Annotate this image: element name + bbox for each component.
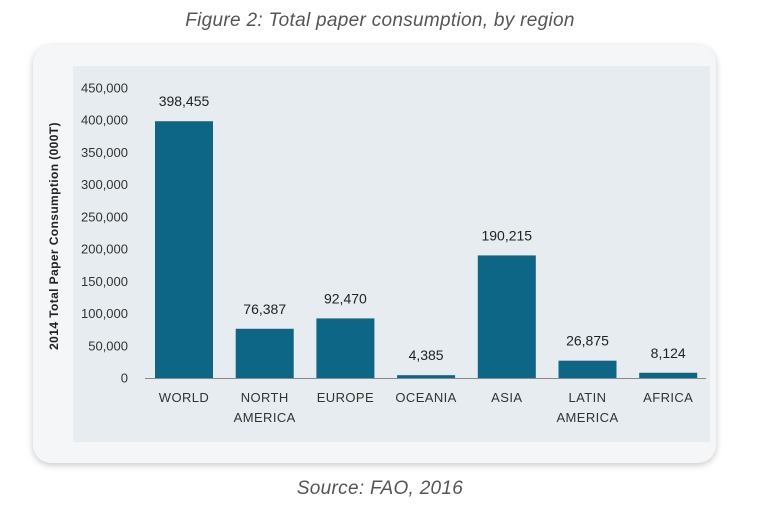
data-label: 26,875 bbox=[566, 333, 609, 349]
data-label: 8,124 bbox=[651, 345, 686, 361]
y-tick-label: 100,000 bbox=[81, 306, 128, 321]
y-tick-label: 0 bbox=[121, 371, 128, 386]
data-label: 4,385 bbox=[409, 347, 444, 363]
source-note: Source: FAO, 2016 bbox=[0, 478, 760, 500]
bar bbox=[155, 121, 213, 378]
x-tick-label: WORLD bbox=[159, 390, 209, 405]
y-tick-label: 200,000 bbox=[81, 242, 128, 257]
y-axis-label: 2014 Total Paper Consumption (000T) bbox=[47, 122, 61, 350]
data-label: 398,455 bbox=[159, 93, 210, 109]
data-label: 76,387 bbox=[243, 301, 286, 317]
y-tick-label: 350,000 bbox=[81, 145, 128, 160]
bar bbox=[639, 373, 697, 378]
x-tick-label: AMERICA bbox=[556, 410, 618, 425]
y-tick-label: 300,000 bbox=[81, 177, 128, 192]
bar bbox=[316, 318, 374, 378]
x-tick-label: AMERICA bbox=[234, 410, 296, 425]
x-tick-label: AFRICA bbox=[643, 390, 693, 405]
y-tick-label: 250,000 bbox=[81, 209, 128, 224]
y-tick-label: 400,000 bbox=[81, 113, 128, 128]
x-tick-label: OCEANIA bbox=[395, 390, 456, 405]
bar bbox=[559, 361, 617, 378]
x-tick-label: ASIA bbox=[491, 390, 522, 405]
y-tick-label: 150,000 bbox=[81, 274, 128, 289]
bar bbox=[478, 255, 536, 378]
y-tick-label: 50,000 bbox=[88, 338, 128, 353]
data-label: 92,470 bbox=[324, 290, 367, 306]
x-tick-label: EUROPE bbox=[317, 390, 374, 405]
y-tick-label: 450,000 bbox=[81, 81, 128, 96]
data-label: 190,215 bbox=[481, 227, 532, 243]
bar bbox=[236, 329, 294, 378]
x-tick-label: LATIN bbox=[569, 390, 607, 405]
bar bbox=[397, 375, 455, 378]
x-tick-label: NORTH bbox=[241, 390, 289, 405]
